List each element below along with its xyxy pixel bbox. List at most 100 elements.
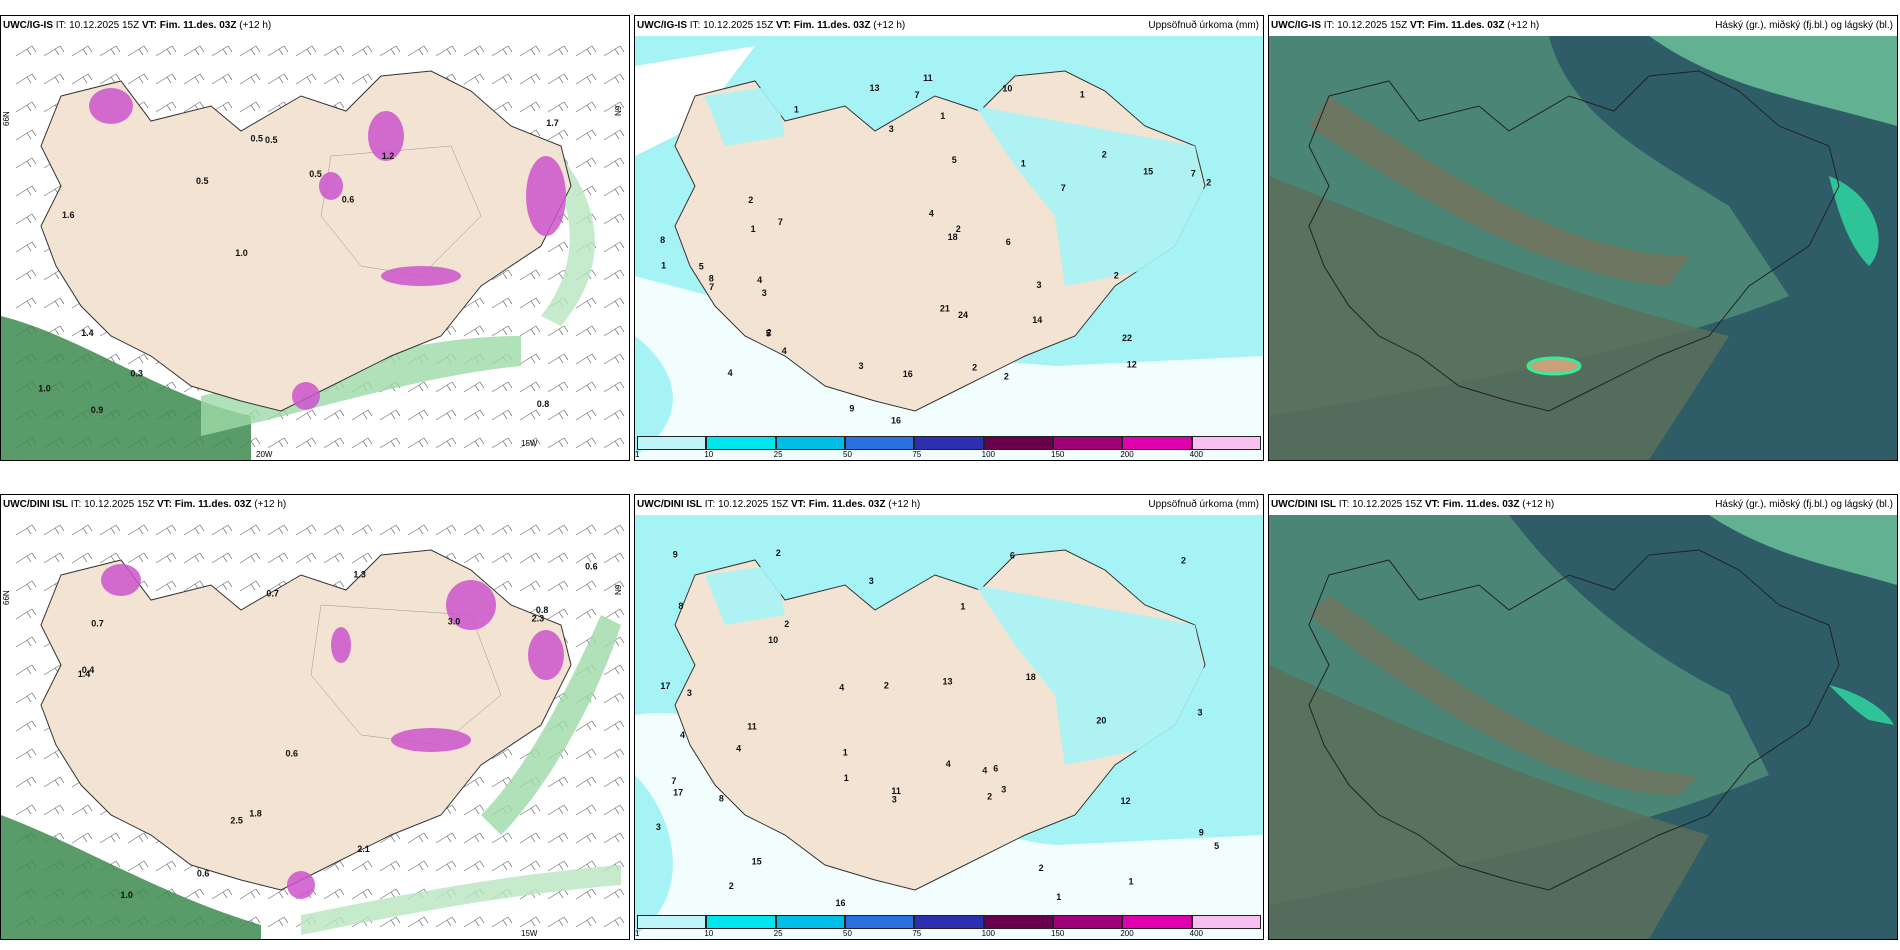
axis-label-n9: N9 xyxy=(614,105,623,116)
wind-barb xyxy=(491,580,513,592)
wind-barb xyxy=(575,73,597,85)
axis-label-15w: 15W xyxy=(521,929,538,938)
cloud-brown-streak xyxy=(1309,595,1699,795)
wind-barb xyxy=(547,73,569,85)
wind-map[interactable]: 0.81.61.71.01.20.90.50.51.40.51.00.30.50… xyxy=(1,36,629,460)
wind-barb xyxy=(155,552,177,564)
wind-barb xyxy=(519,580,541,592)
map-value-label: 1 xyxy=(1129,876,1134,886)
wind-barb xyxy=(15,297,37,309)
iceland-outline xyxy=(1308,549,1840,891)
wind-barb xyxy=(603,213,625,225)
wind-barb xyxy=(15,213,37,225)
legend-tick: 10 xyxy=(704,929,714,938)
wind-barb xyxy=(183,45,205,57)
wind-barb xyxy=(379,860,401,872)
wind-barb xyxy=(323,409,345,421)
wind-barb xyxy=(239,524,261,536)
map-value-label: 1.0 xyxy=(235,248,248,258)
wind-barb xyxy=(71,325,93,337)
wind-barb xyxy=(351,409,373,421)
wind-barb xyxy=(519,437,541,449)
wind-barb xyxy=(267,73,289,85)
map-value-label: 18 xyxy=(948,232,958,242)
map-value-label: 3 xyxy=(656,822,661,832)
map-value-label: 2 xyxy=(767,328,772,338)
wind-barb xyxy=(575,608,597,620)
map-value-label: 3 xyxy=(892,795,897,805)
wind-barb xyxy=(603,437,625,449)
wind-barb xyxy=(603,157,625,169)
panel-dini-wind: UWC/DINI ISL IT: 10.12.2025 15Z VT: Fim.… xyxy=(0,494,630,940)
wind-barb xyxy=(547,552,569,564)
map-value-label: 8 xyxy=(709,274,714,284)
wind-barb xyxy=(127,832,149,844)
wind-barb xyxy=(603,692,625,704)
wind-barb xyxy=(463,776,485,788)
wind-barb xyxy=(575,409,597,421)
wind-barb xyxy=(407,437,429,449)
wind-barb xyxy=(603,353,625,365)
precip-over-nw xyxy=(705,86,785,146)
wind-barb xyxy=(71,832,93,844)
wind-barb xyxy=(463,381,485,393)
map-value-label: 6 xyxy=(1006,237,1011,247)
precip-map[interactable]: 4112247321575111418161312859273243810532… xyxy=(635,36,1263,460)
wind-barb xyxy=(463,804,485,816)
wind-barb xyxy=(463,524,485,536)
map-value-label: 0.9 xyxy=(91,405,104,415)
map-value-label: 7 xyxy=(671,776,676,786)
map-value-label: 0.8 xyxy=(536,605,549,615)
wind-barb xyxy=(211,524,233,536)
map-value-label: 1 xyxy=(940,111,945,121)
wind-barb xyxy=(547,353,569,365)
wind-barb xyxy=(603,381,625,393)
wind-barb xyxy=(127,353,149,365)
wind-barb xyxy=(155,73,177,85)
map-value-label: 3.0 xyxy=(448,616,461,626)
wind-barb xyxy=(603,776,625,788)
wind-barb xyxy=(547,580,569,592)
panel-igis-cloud: UWC/IG-IS IT: 10.12.2025 15Z VT: Fim. 11… xyxy=(1268,15,1898,461)
panel-title: UWC/DINI ISL IT: 10.12.2025 15Z VT: Fim.… xyxy=(1271,499,1555,510)
map-value-label: 2 xyxy=(748,195,753,205)
map-value-label: 2 xyxy=(784,619,789,629)
legend-tick: 50 xyxy=(843,929,852,938)
panel-igis-wind: UWC/IG-IS IT: 10.12.2025 15Z VT: Fim. 11… xyxy=(0,15,630,461)
wind-barb xyxy=(407,860,429,872)
map-value-label: 0.4 xyxy=(82,665,95,675)
wind-barb xyxy=(435,524,457,536)
map-value-label: 11 xyxy=(747,722,757,732)
wind-barb xyxy=(575,916,597,928)
cloud-map[interactable] xyxy=(1269,515,1897,939)
map-value-label: 4 xyxy=(782,346,787,356)
map-value-label: 6 xyxy=(993,764,998,774)
wind-barb xyxy=(519,353,541,365)
wind-barb xyxy=(491,269,513,281)
precip-over-nw xyxy=(705,565,785,625)
wind-barb xyxy=(575,580,597,592)
panel-title: UWC/IG-IS IT: 10.12.2025 15Z VT: Fim. 11… xyxy=(3,20,272,31)
wind-barb xyxy=(435,916,457,928)
wind-barb xyxy=(155,524,177,536)
wind-barb xyxy=(71,45,93,57)
map-value-label: 2 xyxy=(1004,371,1009,381)
legend-swatch xyxy=(1122,436,1192,450)
legend-swatch xyxy=(1052,436,1123,450)
precip-field-sw xyxy=(635,336,673,456)
map-value-label: 1.3 xyxy=(353,569,366,579)
wind-barb xyxy=(603,608,625,620)
wind-barb xyxy=(575,720,597,732)
wind-barb xyxy=(603,409,625,421)
wind-barb xyxy=(15,45,37,57)
map-value-label: 1 xyxy=(1080,90,1085,100)
legend-tick: 1 xyxy=(635,450,640,459)
map-value-label: 0.8 xyxy=(537,399,550,409)
iceland-outline xyxy=(1308,70,1840,412)
cloud-map[interactable] xyxy=(1269,36,1897,460)
wind-map[interactable]: 2.5 1.8 1.3 1.0 0.7 0.6 0.6 0.8 2.1 1.4 0.7 3.0 2.3 0… xyxy=(1,515,629,939)
legend-tick: 75 xyxy=(912,450,922,459)
map-value-label: 13 xyxy=(870,83,880,93)
map-value-label: 4 xyxy=(839,682,844,692)
